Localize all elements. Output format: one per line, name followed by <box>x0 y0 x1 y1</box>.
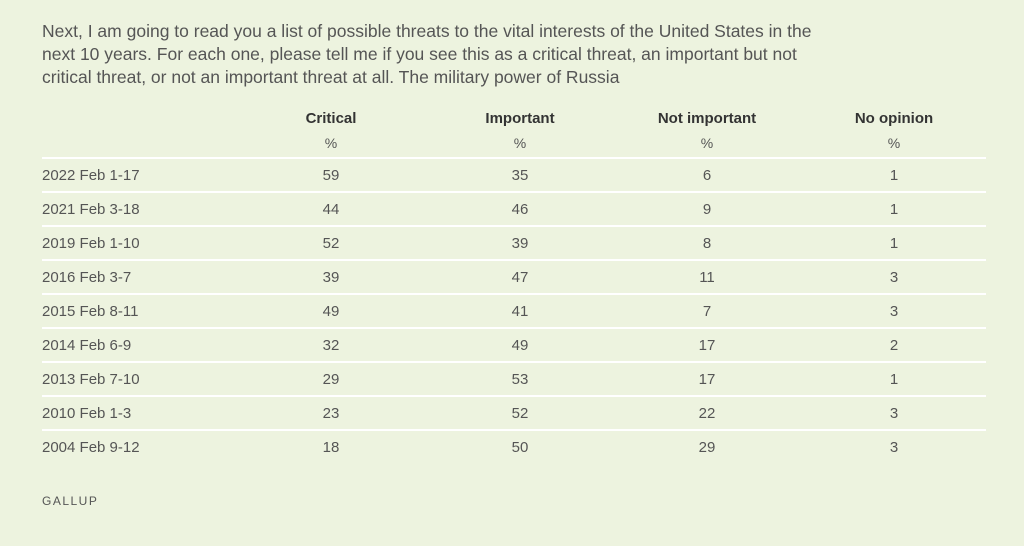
table-cell: 49 <box>234 294 428 329</box>
table-cell: 1 <box>802 362 986 397</box>
table-row: 2019 Feb 1-10 52 39 8 1 <box>42 226 986 261</box>
table-cell: 22 <box>612 396 802 431</box>
table-cell: 1 <box>802 192 986 227</box>
column-header-important: Important <box>485 109 555 127</box>
chart-title: Next, I am going to read you a list of p… <box>42 21 812 87</box>
unit-label: % <box>802 129 986 159</box>
table-row: 2016 Feb 3-7 39 47 11 3 <box>42 260 986 295</box>
column-header-critical: Critical <box>305 109 357 127</box>
table-cell: 32 <box>234 328 428 363</box>
source-label: GALLUP <box>42 494 99 508</box>
unit-label: % <box>428 129 612 159</box>
table-cell: 8 <box>612 226 802 261</box>
column-header-no-opinion: No opinion <box>854 109 934 127</box>
table-cell: 18 <box>322 438 340 456</box>
table-row: 2013 Feb 7-10 29 53 17 1 <box>42 362 986 397</box>
table-cell: 17 <box>612 362 802 397</box>
table-cell: 3 <box>802 260 986 295</box>
table-row: 2010 Feb 1-3 23 52 22 3 <box>42 396 986 431</box>
unit-label: % <box>234 129 428 159</box>
table-cell: 44 <box>234 192 428 227</box>
table-cell: 2 <box>802 328 986 363</box>
table-cell: 9 <box>612 192 802 227</box>
row-label: 2022 Feb 1-17 <box>42 158 234 193</box>
units-row: % % % % <box>42 129 986 159</box>
data-table: Critical Important Not important No opin… <box>42 107 986 463</box>
table-row: 2014 Feb 6-9 32 49 17 2 <box>42 328 986 363</box>
table-cell: 3 <box>802 396 986 431</box>
table-cell: 7 <box>612 294 802 329</box>
column-header-not-important: Not important <box>657 109 757 127</box>
table-cell: 52 <box>428 396 612 431</box>
table-cell: 17 <box>612 328 802 363</box>
table-cell: 41 <box>428 294 612 329</box>
row-label: 2015 Feb 8-11 <box>42 294 234 329</box>
header-row: Critical Important Not important No opin… <box>42 107 986 129</box>
table-cell: 3 <box>889 438 899 456</box>
table-cell: 52 <box>234 226 428 261</box>
table-cell: 29 <box>698 438 716 456</box>
chart-container: Next, I am going to read you a list of p… <box>42 20 986 463</box>
table-cell: 23 <box>234 396 428 431</box>
table-cell: 29 <box>234 362 428 397</box>
row-label: 2014 Feb 6-9 <box>42 328 234 363</box>
table-row: 2021 Feb 3-18 44 46 9 1 <box>42 192 986 227</box>
table-row: 2022 Feb 1-17 59 35 6 1 <box>42 158 986 193</box>
row-label: 2013 Feb 7-10 <box>42 362 234 397</box>
row-label: 2016 Feb 3-7 <box>42 260 234 295</box>
table-cell: 46 <box>428 192 612 227</box>
table-cell: 1 <box>802 158 986 193</box>
table-cell: 47 <box>428 260 612 295</box>
table-cell: 39 <box>234 260 428 295</box>
table-cell: 50 <box>511 438 529 456</box>
row-label: 2010 Feb 1-3 <box>42 396 234 431</box>
table-cell: 49 <box>428 328 612 363</box>
unit-label: % <box>612 129 802 159</box>
table-cell: 59 <box>234 158 428 193</box>
table-row: 2004 Feb 9-12 18 50 29 3 <box>42 430 986 463</box>
row-label: 2004 Feb 9-12 <box>42 438 140 456</box>
row-label: 2019 Feb 1-10 <box>42 226 234 261</box>
table-cell: 39 <box>428 226 612 261</box>
table-cell: 3 <box>802 294 986 329</box>
table-cell: 6 <box>612 158 802 193</box>
table-cell: 11 <box>612 260 802 295</box>
header-empty-cell <box>42 107 234 129</box>
table-cell: 1 <box>802 226 986 261</box>
table-cell: 53 <box>428 362 612 397</box>
table-cell: 35 <box>428 158 612 193</box>
row-label: 2021 Feb 3-18 <box>42 192 234 227</box>
units-empty-cell <box>42 129 234 159</box>
table-row: 2015 Feb 8-11 49 41 7 3 <box>42 294 986 329</box>
